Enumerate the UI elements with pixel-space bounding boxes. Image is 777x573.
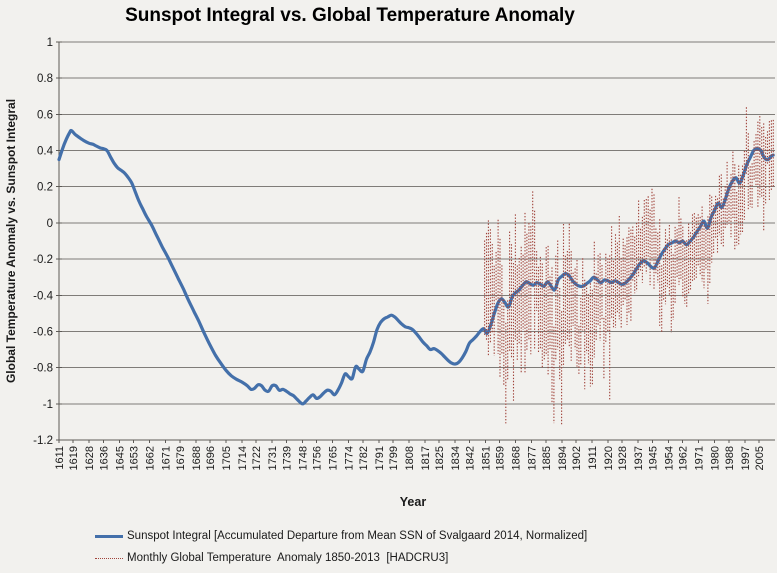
x-tick-label: 1911 [587,446,599,470]
plot-area: 1 0.8 0.6 0.4 0.2 0 -0.2 -0.4 -0.6 -0.8 -1 -1.21611… [33,37,775,470]
x-tick-label: 1756 [312,446,324,470]
x-tick-label: 1799 [388,446,400,470]
x-tick-label: 1696 [205,446,217,470]
temperature-line-swatch-icon [95,557,123,559]
y-tick-label: 0.6 [37,109,53,121]
y-tick-label: -1.2 [33,435,53,447]
y-tick-label: 1 [47,37,53,49]
x-tick-label: 1971 [694,446,706,470]
sunspot-integral-line [57,128,775,406]
y-tick-label: -0.2 [33,254,53,266]
x-tick-label: 1636 [98,446,110,470]
sunspot-line-swatch-icon [95,534,123,538]
x-tick-label: 1954 [663,446,675,470]
y-tick-label: 0.2 [37,182,53,194]
x-tick-label: 1688 [191,446,203,470]
x-tick-label: 1988 [724,446,736,470]
y-tick-label: -0.8 [33,363,53,375]
x-tick-label: 1628 [84,446,96,470]
y-tick-label: 0.4 [37,146,54,158]
x-tick-label: 1653 [129,446,141,470]
x-tick-label: 1937 [633,446,645,470]
x-tick-label: 1739 [281,446,293,470]
x-tick-label: 1645 [114,446,126,470]
y-tick-label: -0.6 [33,326,53,338]
x-tick-label: 2005 [754,446,766,470]
x-tick-label: 1842 [464,446,476,470]
x-tick-label: 1920 [603,446,615,470]
y-tick-label: 0.8 [37,73,53,85]
x-tick-label: 1945 [647,446,659,470]
x-tick-label: 1782 [358,446,370,470]
chart-title: Sunspot Integral vs. Global Temperature … [125,5,575,26]
x-tick-label: 1834 [450,446,462,470]
x-tick-label: 1980 [710,446,722,470]
legend-item-sunspot-integral: Sunspot Integral [Accumulated Departure … [95,525,587,547]
x-tick-label: 1671 [161,446,173,470]
legend-label-sunspot-integral: Sunspot Integral [Accumulated Departure … [127,530,588,542]
x-tick-label: 1791 [374,446,386,470]
x-tick-label: 1825 [434,446,446,470]
x-tick-label: 1611 [54,446,66,470]
legend-label-temperature-anomaly: Monthly Global Temperature Anomaly 1850-… [127,552,449,564]
x-tick-label: 1928 [617,446,629,470]
x-tick-label: 1619 [68,446,80,470]
x-tick-label: 1731 [267,446,279,470]
x-tick-label: 1765 [328,446,340,470]
legend-item-temperature-anomaly: Monthly Global Temperature Anomaly 1850-… [95,547,587,569]
x-tick-label: 1774 [344,446,356,470]
x-tick-label: 1894 [557,446,569,470]
x-tick-label: 1902 [571,446,583,470]
temperature-anomaly-series [484,107,774,426]
y-tick-label: 0 [47,218,53,230]
x-axis-title: Year [399,495,427,509]
x-tick-label: 1705 [221,446,233,470]
x-tick-label: 1859 [495,446,507,470]
x-tick-label: 1748 [297,446,309,470]
x-tick-label: 1851 [480,446,492,470]
x-tick-label: 1877 [527,446,539,470]
x-tick-label: 1662 [145,446,157,470]
x-tick-label: 1714 [237,446,249,470]
x-tick-label: 1817 [420,446,432,470]
x-tick-label: 1808 [404,446,416,470]
x-tick-label: 1679 [175,446,187,470]
x-tick-label: 1868 [511,446,523,470]
y-tick-label: -0.4 [33,290,53,302]
x-tick-label: 1885 [541,446,553,470]
y-tick-label: -1 [43,399,53,411]
x-tick-label: 1962 [678,446,690,470]
x-tick-label: 1722 [251,446,263,470]
x-tick-label: 1997 [740,446,752,470]
legend: Sunspot Integral [Accumulated Departure … [95,525,587,569]
